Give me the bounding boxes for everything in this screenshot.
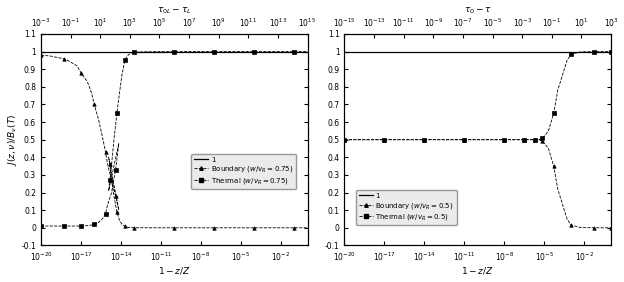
X-axis label: $1-z/Z$: $1-z/Z$ [158,265,191,276]
X-axis label: $\tau_0 - \tau$: $\tau_0 - \tau$ [464,6,492,16]
Y-axis label: $J(z,\nu) / B_\nu(T)$: $J(z,\nu) / B_\nu(T)$ [6,114,19,166]
X-axis label: $1-z/Z$: $1-z/Z$ [461,265,494,276]
Legend: 1, Boundary $(w/v_R=0.5)$, Thermal $(w/v_R=0.5)$: 1, Boundary $(w/v_R=0.5)$, Thermal $(w/v… [356,190,457,225]
X-axis label: $\tau_{0L} - \tau_L$: $\tau_{0L} - \tau_L$ [157,6,192,16]
Legend: 1, Boundary $(w/v_R=0.75)$, Thermal $(w/v_R=0.75)$: 1, Boundary $(w/v_R=0.75)$, Thermal $(w/… [192,154,296,189]
